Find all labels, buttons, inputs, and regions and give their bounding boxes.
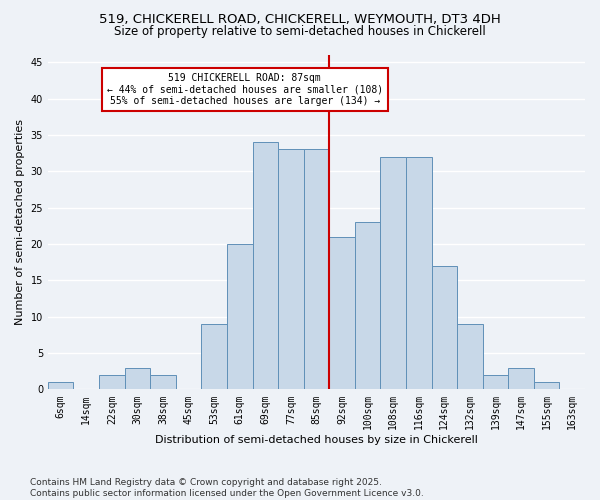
Bar bbox=[508, 368, 534, 390]
Bar bbox=[227, 244, 253, 390]
Bar bbox=[150, 375, 176, 390]
Bar bbox=[482, 375, 508, 390]
Bar bbox=[99, 375, 125, 390]
Bar bbox=[329, 236, 355, 390]
Bar bbox=[202, 324, 227, 390]
Bar bbox=[278, 150, 304, 390]
Bar bbox=[431, 266, 457, 390]
Bar bbox=[406, 157, 431, 390]
Bar bbox=[457, 324, 482, 390]
Text: Contains HM Land Registry data © Crown copyright and database right 2025.
Contai: Contains HM Land Registry data © Crown c… bbox=[30, 478, 424, 498]
Text: 519, CHICKERELL ROAD, CHICKERELL, WEYMOUTH, DT3 4DH: 519, CHICKERELL ROAD, CHICKERELL, WEYMOU… bbox=[99, 12, 501, 26]
Bar bbox=[355, 222, 380, 390]
Text: Size of property relative to semi-detached houses in Chickerell: Size of property relative to semi-detach… bbox=[114, 25, 486, 38]
Y-axis label: Number of semi-detached properties: Number of semi-detached properties bbox=[15, 119, 25, 325]
X-axis label: Distribution of semi-detached houses by size in Chickerell: Distribution of semi-detached houses by … bbox=[155, 435, 478, 445]
Bar bbox=[48, 382, 73, 390]
Bar bbox=[304, 150, 329, 390]
Bar bbox=[380, 157, 406, 390]
Bar bbox=[534, 382, 559, 390]
Bar bbox=[253, 142, 278, 390]
Bar bbox=[125, 368, 150, 390]
Text: 519 CHICKERELL ROAD: 87sqm
← 44% of semi-detached houses are smaller (108)
55% o: 519 CHICKERELL ROAD: 87sqm ← 44% of semi… bbox=[107, 73, 383, 106]
